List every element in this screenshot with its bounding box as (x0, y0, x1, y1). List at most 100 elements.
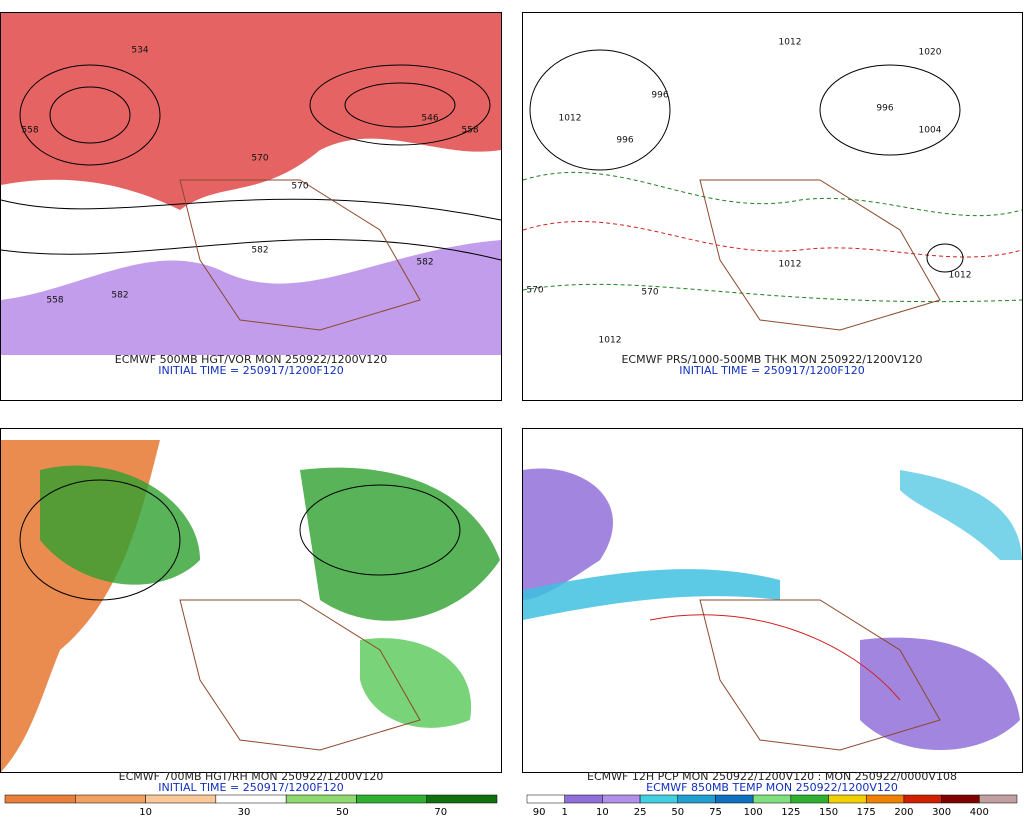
colorbar-label: 400 (970, 807, 989, 818)
panel-caption: ECMWF 700MB HGT/RH MON 250922/1200V120 (119, 770, 384, 783)
contour-label: 1012 (599, 336, 622, 346)
colorbar-swatch (526, 794, 565, 804)
contour-label: 558 (461, 126, 478, 136)
rh-field (300, 467, 500, 621)
map-500mb (0, 13, 502, 355)
colorbar-swatch (145, 794, 217, 804)
colorbar-swatch (979, 794, 1018, 804)
colorbar-swatch (356, 794, 427, 804)
colorbar-swatch (285, 794, 357, 804)
contour (299, 484, 461, 576)
contour-label: 582 (251, 246, 268, 256)
contour-label: 570 (526, 286, 543, 296)
colorbar-label: 50 (336, 807, 349, 818)
contour-label: 996 (616, 136, 633, 146)
contour (309, 64, 491, 146)
colorbar-swatch (602, 794, 641, 804)
vorticity-field (1, 13, 501, 210)
coastline (179, 599, 421, 751)
colorbar-label: 10 (139, 807, 152, 818)
colorbar-label: 175 (857, 807, 876, 818)
contour-label: 582 (111, 291, 128, 301)
contour-label: 1012 (559, 114, 582, 124)
colorbar-label: 70 (434, 807, 447, 818)
contour (529, 49, 671, 171)
contour-label: 1012 (949, 271, 972, 281)
panel-subcaption: INITIAL TIME = 250917/1200F120 (158, 364, 343, 377)
contour-label: 582 (416, 258, 433, 268)
contour (926, 243, 964, 273)
contour (819, 64, 961, 156)
colorbar-swatch (677, 794, 716, 804)
colorbar-label: 10 (596, 807, 609, 818)
contour-label: 570 (291, 182, 308, 192)
colorbar-swatch (75, 794, 146, 804)
map-700mb (1, 440, 500, 772)
colorbar-label: 25 (634, 807, 647, 818)
panel-subcaption: INITIAL TIME = 250917/1200F120 (158, 781, 343, 794)
contour-label: 1020 (919, 48, 942, 58)
colorbar-swatch (828, 794, 867, 804)
contour (0, 198, 502, 221)
colorbar-label: 1 (562, 807, 568, 818)
colorbar-swatch (639, 794, 679, 804)
precip-field (523, 468, 613, 600)
panel-subcaption: INITIAL TIME = 250917/1200F120 (679, 364, 864, 377)
contour (49, 86, 131, 144)
contour-label: 1012 (779, 38, 802, 48)
contour-label: 1004 (919, 126, 942, 136)
contour-label: 558 (46, 296, 63, 306)
contour-label: 546 (421, 114, 438, 124)
coastline (179, 179, 421, 331)
precip-field (900, 470, 1022, 560)
panel-caption: ECMWF 12H PCP MON 250922/1200V120 : MON … (587, 770, 957, 783)
contour (19, 479, 181, 601)
panel-subcaption: ECMWF 850MB TEMP MON 250922/1200V120 (646, 781, 898, 794)
contour-label: 534 (131, 46, 148, 56)
colorbar-swatch (752, 794, 792, 804)
colorbar-label: 200 (894, 807, 913, 818)
colorbar-label: 75 (709, 807, 722, 818)
colorbar-label: 30 (238, 807, 251, 818)
thickness-contour (522, 221, 1023, 258)
contour (0, 239, 502, 261)
thickness-contour (522, 171, 1023, 217)
colorbar-swatch (903, 794, 942, 804)
contour-label: 570 (641, 288, 658, 298)
precip-field (523, 569, 780, 620)
panel-frame (522, 12, 1023, 401)
precip-field (860, 637, 1020, 750)
coastline (699, 599, 941, 751)
rh-field (360, 638, 472, 728)
panel-caption: ECMWF PRS/1000-500MB THK MON 250922/1200… (621, 353, 922, 366)
thickness-contour (522, 283, 1023, 303)
contour (19, 64, 161, 166)
map-precip (523, 468, 1022, 751)
colorbar-swatch (4, 794, 76, 804)
contour (344, 82, 456, 128)
colorbar-swatch (715, 794, 754, 804)
contour-label: 558 (21, 126, 38, 136)
coastline (699, 179, 941, 331)
contour-label: 996 (876, 104, 893, 114)
colorbar-swatch (564, 794, 603, 804)
colorbar-swatch (215, 794, 287, 804)
contour-label: 996 (651, 91, 668, 101)
vorticity-field (1, 240, 501, 355)
temp-contour (649, 614, 901, 701)
rh-field (40, 465, 200, 585)
map-pressure (522, 49, 1023, 331)
colorbar-label: 50 (671, 807, 684, 818)
colorbar-label: 125 (781, 807, 800, 818)
panel-caption: ECMWF 500MB HGT/VOR MON 250922/1200V120 (115, 353, 387, 366)
colorbar-label: 150 (819, 807, 838, 818)
colorbar-label: 90 (533, 807, 546, 818)
contour-label: 570 (251, 154, 268, 164)
colorbar-swatch (865, 794, 905, 804)
colorbar-swatch (426, 794, 498, 804)
colorbar-label: 100 (744, 807, 763, 818)
colorbar-swatch (941, 794, 980, 804)
contour-label: 1012 (779, 260, 802, 270)
colorbar-swatch (790, 794, 829, 804)
